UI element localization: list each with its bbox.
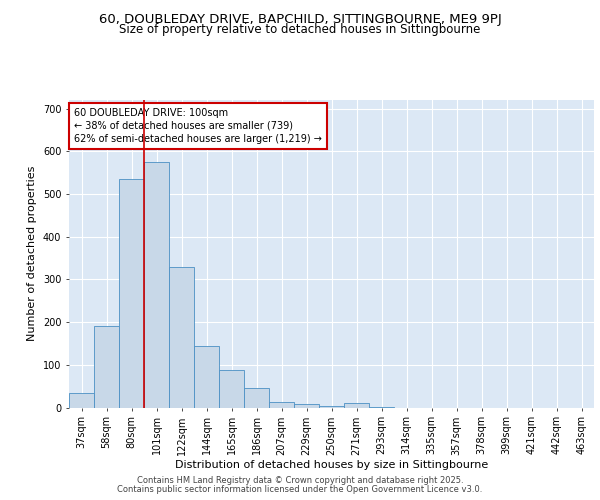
Bar [319,406,344,407]
Y-axis label: Number of detached properties: Number of detached properties [28,166,37,342]
Text: Contains HM Land Registry data © Crown copyright and database right 2025.: Contains HM Land Registry data © Crown c… [137,476,463,485]
Bar [144,162,169,408]
X-axis label: Distribution of detached houses by size in Sittingbourne: Distribution of detached houses by size … [175,460,488,470]
Bar [219,370,244,408]
Bar [244,388,269,407]
Bar [69,394,94,407]
Bar [194,346,219,408]
Text: Contains public sector information licensed under the Open Government Licence v3: Contains public sector information licen… [118,485,482,494]
Bar [119,179,144,408]
Bar [294,404,319,407]
Text: Size of property relative to detached houses in Sittingbourne: Size of property relative to detached ho… [119,22,481,36]
Bar [344,403,369,407]
Bar [94,326,119,407]
Text: 60 DOUBLEDAY DRIVE: 100sqm
← 38% of detached houses are smaller (739)
62% of sem: 60 DOUBLEDAY DRIVE: 100sqm ← 38% of deta… [74,108,322,144]
Bar [269,402,294,407]
Bar [169,266,194,408]
Text: 60, DOUBLEDAY DRIVE, BAPCHILD, SITTINGBOURNE, ME9 9PJ: 60, DOUBLEDAY DRIVE, BAPCHILD, SITTINGBO… [98,12,502,26]
